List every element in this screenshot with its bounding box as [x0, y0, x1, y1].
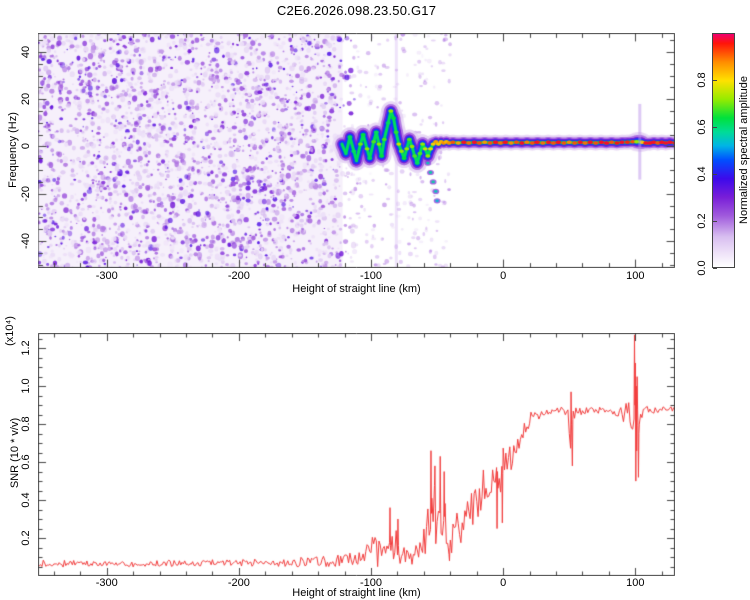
y-tick-label: -20	[20, 185, 32, 202]
y-tick-label: 0.6	[20, 454, 32, 470]
colorbar-tick	[713, 127, 717, 128]
x-tick-label: 0	[500, 270, 507, 282]
x-tick-label: 0	[500, 577, 507, 589]
colorbar-label: Normalized spectral amplitude	[738, 76, 750, 224]
y-tick-label: 0.4	[20, 492, 32, 508]
x-tick-label: -100	[360, 577, 383, 589]
colorbar-tick	[713, 268, 717, 269]
spectrogram-panel	[38, 33, 675, 268]
y-tick-label: 0	[20, 143, 32, 150]
snr-panel	[38, 333, 675, 576]
colorbar-tick-label: 0.6	[696, 119, 708, 135]
spectrogram-y-axis-label: Frequency (Hz)	[7, 112, 19, 188]
colorbar-tick-label: 0.8	[696, 72, 708, 88]
y-tick-label: -40	[20, 233, 32, 249]
y-tick-label: 0.2	[20, 530, 32, 546]
x-tick-label: -300	[95, 577, 118, 589]
y-tick-label: 1.0	[20, 378, 32, 394]
x-tick-label: 100	[626, 577, 645, 589]
colorbar-tick	[713, 174, 717, 175]
colorbar-tick-label: 0.2	[696, 213, 708, 229]
x-tick-label: -100	[360, 270, 383, 282]
spectrogram-x-axis-label: Height of straight line (km)	[292, 283, 421, 295]
y-tick-label: 40	[20, 45, 32, 59]
snr-x-axis-label: Height of straight line (km)	[292, 587, 421, 599]
snr-scale-note: (x10⁴)	[4, 316, 16, 346]
x-tick-label: -300	[95, 270, 118, 282]
x-tick-label: -200	[227, 270, 250, 282]
colorbar-tick-label: 0.0	[696, 260, 708, 276]
plot-title: C2E6.2026.098.23.50.G17	[276, 3, 437, 18]
x-tick-label: 100	[626, 270, 645, 282]
y-tick-label: 0.8	[20, 416, 32, 432]
colorbar	[712, 33, 735, 268]
y-tick-label: 1.2	[20, 340, 32, 356]
colorbar-tick	[713, 80, 717, 81]
colorbar-tick	[713, 221, 717, 222]
colorbar-tick-label: 0.4	[696, 166, 708, 182]
x-tick-label: -200	[227, 577, 250, 589]
y-tick-label: 20	[20, 93, 32, 106]
